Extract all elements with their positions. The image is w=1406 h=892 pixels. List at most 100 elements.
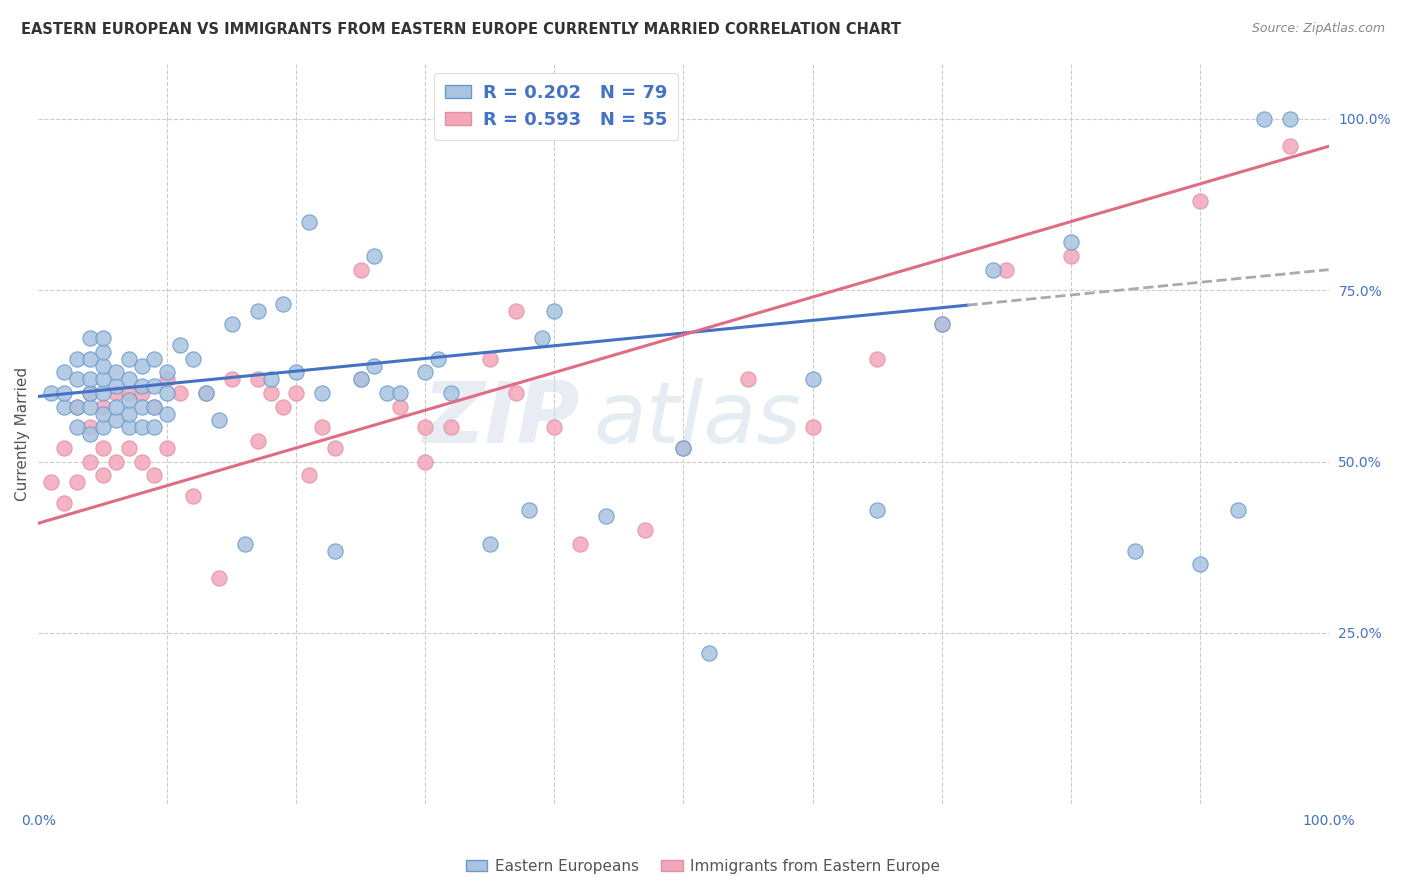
Point — [131, 454, 153, 468]
Point — [298, 215, 321, 229]
Point — [131, 359, 153, 373]
Point — [143, 379, 166, 393]
Point — [273, 400, 295, 414]
Point — [143, 468, 166, 483]
Y-axis label: Currently Married: Currently Married — [15, 368, 30, 501]
Point — [118, 407, 141, 421]
Point — [737, 372, 759, 386]
Point — [866, 351, 889, 366]
Point — [801, 372, 824, 386]
Point — [221, 318, 243, 332]
Point — [104, 379, 127, 393]
Legend: Eastern Europeans, Immigrants from Eastern Europe: Eastern Europeans, Immigrants from Easte… — [460, 853, 946, 880]
Point — [118, 441, 141, 455]
Point — [181, 489, 204, 503]
Point — [672, 441, 695, 455]
Point — [415, 420, 437, 434]
Point — [104, 454, 127, 468]
Text: atlas: atlas — [593, 378, 801, 461]
Point — [156, 441, 179, 455]
Point — [388, 386, 411, 401]
Point — [363, 249, 385, 263]
Point — [39, 386, 62, 401]
Point — [478, 351, 501, 366]
Point — [143, 400, 166, 414]
Point — [672, 441, 695, 455]
Point — [505, 386, 527, 401]
Point — [440, 420, 463, 434]
Point — [1059, 249, 1081, 263]
Point — [66, 351, 89, 366]
Point — [79, 420, 101, 434]
Point — [995, 262, 1018, 277]
Point — [79, 386, 101, 401]
Point — [1278, 139, 1301, 153]
Point — [543, 303, 565, 318]
Point — [156, 386, 179, 401]
Point — [298, 468, 321, 483]
Point — [91, 372, 114, 386]
Point — [311, 386, 333, 401]
Point — [530, 331, 553, 345]
Point — [143, 420, 166, 434]
Point — [156, 407, 179, 421]
Point — [66, 400, 89, 414]
Point — [1227, 502, 1250, 516]
Point — [39, 475, 62, 489]
Point — [981, 262, 1004, 277]
Point — [169, 386, 191, 401]
Point — [323, 441, 346, 455]
Point — [246, 303, 269, 318]
Point — [66, 400, 89, 414]
Point — [440, 386, 463, 401]
Point — [79, 331, 101, 345]
Point — [104, 386, 127, 401]
Point — [156, 366, 179, 380]
Point — [143, 400, 166, 414]
Point — [104, 400, 127, 414]
Point — [1123, 543, 1146, 558]
Point — [131, 386, 153, 401]
Point — [79, 351, 101, 366]
Point — [1253, 112, 1275, 126]
Point — [478, 537, 501, 551]
Point — [697, 647, 720, 661]
Point — [233, 537, 256, 551]
Text: ZIP: ZIP — [423, 378, 581, 461]
Point — [104, 413, 127, 427]
Point — [91, 441, 114, 455]
Point — [131, 400, 153, 414]
Point — [801, 420, 824, 434]
Point — [1059, 235, 1081, 250]
Point — [195, 386, 218, 401]
Point — [91, 407, 114, 421]
Point — [1188, 194, 1211, 208]
Point — [104, 366, 127, 380]
Point — [246, 372, 269, 386]
Point — [79, 427, 101, 442]
Point — [91, 331, 114, 345]
Text: EASTERN EUROPEAN VS IMMIGRANTS FROM EASTERN EUROPE CURRENTLY MARRIED CORRELATION: EASTERN EUROPEAN VS IMMIGRANTS FROM EAST… — [21, 22, 901, 37]
Point — [350, 372, 373, 386]
Point — [53, 400, 76, 414]
Point — [415, 366, 437, 380]
Point — [285, 386, 308, 401]
Point — [208, 571, 231, 585]
Point — [91, 400, 114, 414]
Point — [415, 454, 437, 468]
Point — [66, 372, 89, 386]
Point — [118, 372, 141, 386]
Text: Source: ZipAtlas.com: Source: ZipAtlas.com — [1251, 22, 1385, 36]
Point — [208, 413, 231, 427]
Point — [66, 475, 89, 489]
Point — [311, 420, 333, 434]
Point — [91, 359, 114, 373]
Point — [53, 386, 76, 401]
Point — [273, 297, 295, 311]
Point — [79, 400, 101, 414]
Point — [91, 345, 114, 359]
Point — [375, 386, 398, 401]
Point — [246, 434, 269, 448]
Point — [634, 523, 657, 537]
Point — [118, 351, 141, 366]
